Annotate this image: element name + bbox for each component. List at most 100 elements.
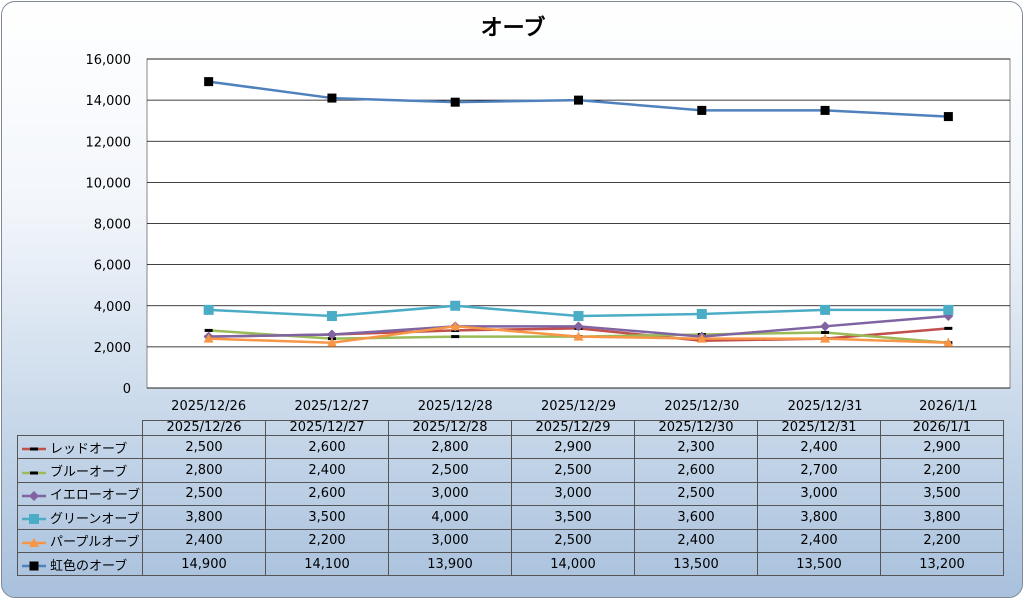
series-5-point-1 <box>327 93 337 103</box>
series-name: グリーンオーブ <box>50 511 140 527</box>
series-1-point-0 <box>204 328 213 332</box>
x-tick-label: 2025/12/29 <box>541 399 616 414</box>
series-4-point-legend <box>29 537 39 547</box>
series-3-point-1 <box>326 311 337 322</box>
table-value-cell: 4,000 <box>388 505 512 530</box>
table-row: レッドオーブ 2,500 2,600 2,800 2,900 2,300 2,400 2,90… <box>17 434 1004 460</box>
table-value-cell: 3,500 <box>265 505 389 530</box>
table-value-cell: 14,900 <box>142 551 266 577</box>
series-0-point-legend <box>30 447 38 451</box>
y-tick-label: 10,000 <box>86 176 132 191</box>
series-2-point-1 <box>326 329 337 340</box>
table-value-cell: 2,200 <box>880 528 1004 553</box>
series-4 <box>203 321 954 347</box>
series-5-point-5 <box>820 105 830 115</box>
table-value-cell: 3,500 <box>880 481 1004 507</box>
series-4-point-5 <box>820 333 831 343</box>
table-value-cell: 2,600 <box>634 458 758 483</box>
legend-key-4 <box>22 537 46 547</box>
table-header-cell: 2026/1/1 <box>880 420 1004 436</box>
table-series-label: レッドオーブ <box>17 434 143 460</box>
table-series-label: グリーンオーブ <box>17 505 143 530</box>
table-value-cell: 2,400 <box>265 458 389 483</box>
y-tick-label: 14,000 <box>86 94 132 109</box>
series-3-point-2 <box>450 300 461 311</box>
table-value-cell: 14,000 <box>511 551 635 577</box>
table-row: イエローオーブ 2,500 2,600 3,000 3,000 2,500 3,000 3,5… <box>17 481 1004 507</box>
table-header-cell: 2025/12/29 <box>511 420 635 436</box>
series-name: イエローオーブ <box>50 488 141 504</box>
table-value-cell: 2,600 <box>265 434 389 460</box>
table-header-cell: 2025/12/30 <box>634 420 758 436</box>
table-value-cell: 2,200 <box>880 458 1004 483</box>
table-value-cell: 2,500 <box>511 458 635 483</box>
table-value-cell: 3,800 <box>142 505 266 530</box>
data-table: 2025/12/26 2025/12/27 2025/12/28 2025/12/29… <box>17 420 1004 577</box>
table-value-cell: 2,800 <box>142 458 266 483</box>
series-0-point-6 <box>944 326 953 330</box>
table-row: パープルオーブ 2,400 2,200 3,000 2,500 2,400 2,400 2,2… <box>17 528 1004 553</box>
series-5-point-6 <box>943 112 953 122</box>
table-value-cell: 13,900 <box>388 551 512 577</box>
table-value-cell: 3,000 <box>511 481 635 507</box>
series-1-point-5 <box>821 330 830 334</box>
legend-key-2 <box>22 490 46 501</box>
x-tick-label: 2026/1/1 <box>919 399 977 414</box>
table-value-cell: 2,500 <box>511 528 635 553</box>
legend-key-1 <box>22 471 46 475</box>
table-value-cell: 2,400 <box>634 528 758 553</box>
table-value-cell: 2,700 <box>757 458 881 483</box>
series-2-point-3 <box>573 321 584 332</box>
series-3 <box>203 300 954 322</box>
table-value-cell: 3,000 <box>757 481 881 507</box>
y-tick-label: 16,000 <box>86 53 132 68</box>
table-value-cell: 2,400 <box>142 528 266 553</box>
series-4-point-0 <box>203 333 214 343</box>
series-3-point-legend <box>29 514 39 525</box>
series-5-point-2 <box>450 97 460 107</box>
series-5-point-legend <box>29 561 39 571</box>
series-4-point-3 <box>573 331 584 341</box>
y-tick-label: 6,000 <box>94 259 131 274</box>
series-name: パープルオーブ <box>50 535 140 551</box>
series-5-point-4 <box>697 105 707 115</box>
table-row: 虹色のオーブ 14,900 14,100 13,900 14,000 13,500 13,5… <box>17 551 1004 577</box>
x-tick-label: 2025/12/30 <box>664 399 739 414</box>
series-2-point-legend <box>29 490 39 501</box>
series-4-point-4 <box>696 333 707 343</box>
table-value-cell: 3,000 <box>388 481 512 507</box>
series-5-point-0 <box>204 77 214 87</box>
series-4-point-1 <box>326 337 337 347</box>
table-header-cell: 2025/12/26 <box>142 420 266 436</box>
table-corner <box>17 420 143 436</box>
table-value-cell: 13,500 <box>757 551 881 577</box>
series-5-point-3 <box>574 95 583 105</box>
series-5 <box>204 77 953 122</box>
table-value-cell: 2,500 <box>388 458 512 483</box>
series-3-point-3 <box>573 311 584 322</box>
table-value-cell: 13,500 <box>634 551 758 577</box>
series-4-point-2 <box>450 321 461 331</box>
table-value-cell: 13,200 <box>880 551 1004 577</box>
series-3-point-4 <box>696 308 707 319</box>
y-tick-label: 2,000 <box>94 341 131 356</box>
table-value-cell: 2,600 <box>265 481 389 507</box>
table-value-cell: 3,800 <box>757 505 881 530</box>
table-value-cell: 2,900 <box>511 434 635 460</box>
series-3-point-5 <box>820 304 831 315</box>
series-name: 虹色のオーブ <box>50 558 128 574</box>
series-2-point-5 <box>820 321 831 332</box>
table-value-cell: 2,500 <box>142 481 266 507</box>
table-series-label: ブルーオーブ <box>17 458 143 483</box>
table-series-label: 虹色のオーブ <box>17 551 143 577</box>
table-series-label: イエローオーブ <box>17 481 143 507</box>
x-tick-label: 2025/12/31 <box>788 399 863 414</box>
table-value-cell: 2,300 <box>634 434 758 460</box>
table-series-label: パープルオーブ <box>17 528 143 553</box>
table-value-cell: 2,500 <box>634 481 758 507</box>
y-tick-label: 4,000 <box>94 300 131 315</box>
series-3-point-6 <box>943 304 954 315</box>
table-value-cell: 3,000 <box>388 528 512 553</box>
series-name: ブルーオーブ <box>50 465 128 481</box>
series-3-point-0 <box>203 304 214 315</box>
